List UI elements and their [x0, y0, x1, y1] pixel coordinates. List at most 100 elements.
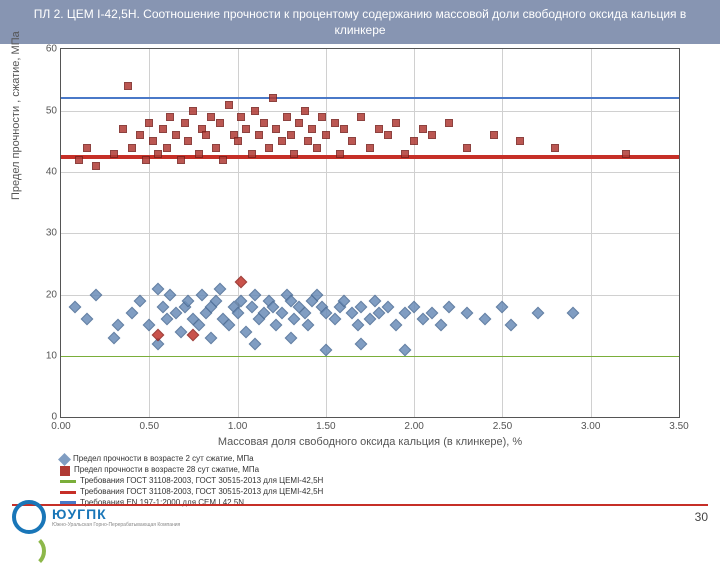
data-point: [212, 144, 220, 152]
data-point: [265, 144, 273, 152]
data-point: [119, 125, 127, 133]
data-point: [260, 119, 268, 127]
logo: ЮУГПК Южно-Уральская Горно-Перерабатываю…: [12, 500, 180, 534]
legend-label: Требования ГОСТ 31108-2003, ГОСТ 30515-2…: [80, 476, 323, 487]
data-point: [434, 319, 447, 332]
y-tick: 0: [51, 412, 57, 423]
data-point: [399, 344, 412, 357]
data-point: [164, 288, 177, 301]
data-point: [157, 301, 170, 314]
data-point: [154, 150, 162, 158]
data-point: [196, 288, 209, 301]
data-point: [124, 82, 132, 90]
data-point: [248, 150, 256, 158]
data-point: [490, 131, 498, 139]
data-point: [302, 319, 315, 332]
legend-label: Требования ГОСТ 31108-2003, ГОСТ 30515-2…: [80, 487, 323, 498]
y-tick: 50: [46, 105, 57, 116]
data-point: [75, 156, 83, 164]
data-point: [242, 125, 250, 133]
data-point: [357, 113, 365, 121]
x-tick: 1.50: [316, 421, 335, 432]
data-point: [234, 137, 242, 145]
data-point: [318, 113, 326, 121]
x-tick: 0.00: [51, 421, 70, 432]
data-point: [152, 328, 165, 341]
data-point: [143, 319, 156, 332]
data-point: [375, 125, 383, 133]
data-point: [184, 137, 192, 145]
data-point: [283, 113, 291, 121]
data-point: [111, 319, 124, 332]
data-point: [83, 144, 91, 152]
data-point: [301, 107, 309, 115]
legend-label: Предел прочности в возрасте 28 сут сжати…: [74, 465, 259, 476]
data-point: [152, 282, 165, 295]
data-point: [287, 131, 295, 139]
data-point: [255, 131, 263, 139]
data-point: [189, 107, 197, 115]
footer: ЮУГПК Южно-Уральская Горно-Перерабатываю…: [0, 500, 720, 534]
chart-title: ПЛ 2. ЦЕМ I-42,5Н. Соотношение прочности…: [0, 0, 720, 44]
legend-item: Требования ГОСТ 31108-2003, ГОСТ 30515-2…: [60, 476, 680, 487]
data-point: [159, 125, 167, 133]
data-point: [445, 119, 453, 127]
data-point: [219, 156, 227, 164]
data-point: [145, 119, 153, 127]
data-point: [319, 344, 332, 357]
data-point: [505, 319, 518, 332]
data-point: [214, 282, 227, 295]
legend-item: Предел прочности в возрасте 2 сут сжатие…: [60, 454, 680, 465]
data-point: [384, 131, 392, 139]
data-point: [92, 162, 100, 170]
data-point: [108, 331, 121, 344]
data-point: [392, 119, 400, 127]
data-point: [163, 144, 171, 152]
y-tick: 40: [46, 167, 57, 178]
y-tick: 30: [46, 228, 57, 239]
data-point: [207, 113, 215, 121]
data-point: [551, 144, 559, 152]
data-point: [313, 144, 321, 152]
legend-label: Предел прочности в возрасте 2 сут сжатие…: [73, 454, 254, 465]
data-point: [340, 125, 348, 133]
data-point: [478, 313, 491, 326]
data-point: [272, 125, 280, 133]
data-point: [205, 331, 218, 344]
x-axis-label: Массовая доля свободного оксида кальция …: [60, 436, 680, 448]
x-tick: 3.50: [669, 421, 688, 432]
data-point: [181, 119, 189, 127]
data-point: [149, 137, 157, 145]
data-point: [69, 301, 82, 314]
y-tick: 20: [46, 289, 57, 300]
data-point: [288, 313, 301, 326]
x-tick: 2.50: [493, 421, 512, 432]
x-tick: 1.00: [228, 421, 247, 432]
logo-arc-icon: [12, 534, 46, 568]
legend-swatch: [60, 491, 76, 494]
data-point: [428, 131, 436, 139]
data-point: [175, 325, 188, 338]
data-point: [90, 288, 103, 301]
data-point: [531, 307, 544, 320]
legend-item: Требования ГОСТ 31108-2003, ГОСТ 30515-2…: [60, 487, 680, 498]
data-point: [348, 137, 356, 145]
data-point: [195, 150, 203, 158]
data-point: [351, 319, 364, 332]
data-point: [249, 337, 262, 350]
data-point: [390, 319, 403, 332]
data-point: [336, 150, 344, 158]
data-point: [461, 307, 474, 320]
data-point: [110, 150, 118, 158]
data-point: [355, 337, 368, 350]
data-point: [290, 150, 298, 158]
data-point: [366, 144, 374, 152]
data-point: [496, 301, 509, 314]
data-point: [237, 113, 245, 121]
data-point: [308, 125, 316, 133]
data-point: [136, 131, 144, 139]
data-point: [202, 131, 210, 139]
data-point: [295, 119, 303, 127]
data-point: [284, 331, 297, 344]
data-point: [369, 294, 382, 307]
